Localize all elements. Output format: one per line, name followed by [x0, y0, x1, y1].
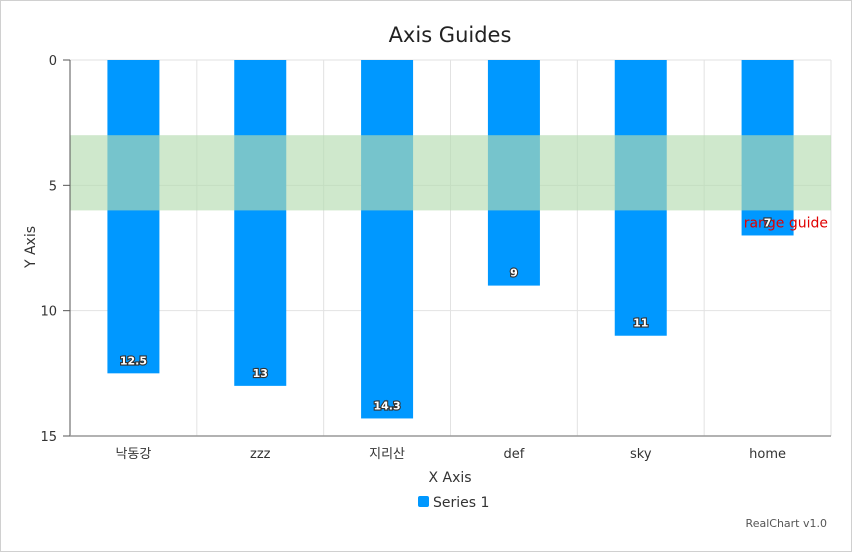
y-tick-label: 0 [49, 54, 57, 69]
bar [234, 60, 287, 386]
legend[interactable]: Series 1 [418, 495, 489, 511]
x-tick-label: sky [630, 447, 652, 462]
chart-title: Axis Guides [389, 23, 512, 47]
x-tick-label: home [749, 447, 786, 462]
range-guides: range guide [70, 135, 831, 231]
data-label: 9 [510, 267, 518, 280]
bar [107, 60, 160, 374]
bar [361, 60, 414, 419]
data-label: 13 [253, 367, 268, 380]
y-axis-title: Y Axis [23, 226, 39, 269]
x-tick-label: def [504, 447, 525, 462]
y-tick-label: 5 [49, 179, 57, 194]
legend-label: Series 1 [433, 495, 489, 511]
data-label: 7 [764, 216, 772, 229]
x-tick-label: 낙동강 [115, 447, 151, 462]
y-tick-label: 10 [40, 305, 57, 320]
y-tick-label: 15 [40, 430, 57, 445]
range-guide-label: range guide [744, 215, 828, 231]
grid-lines [70, 59, 832, 437]
data-label: 12.5 [120, 354, 147, 367]
data-label: 14.3 [374, 399, 401, 412]
credit-label: RealChart v1.0 [746, 517, 827, 530]
axes: 0 5 10 15 낙동강 zzz 지리산 def sky home [40, 54, 831, 462]
data-labels: 12.5 13 14.3 9 11 7 [119, 215, 773, 413]
x-tick-label: zzz [250, 447, 271, 462]
x-tick-label: 지리산 [369, 447, 405, 462]
range-guide-band [70, 135, 831, 211]
legend-swatch [418, 496, 429, 507]
data-label: 11 [633, 317, 648, 330]
x-axis-title: X Axis [428, 470, 471, 486]
